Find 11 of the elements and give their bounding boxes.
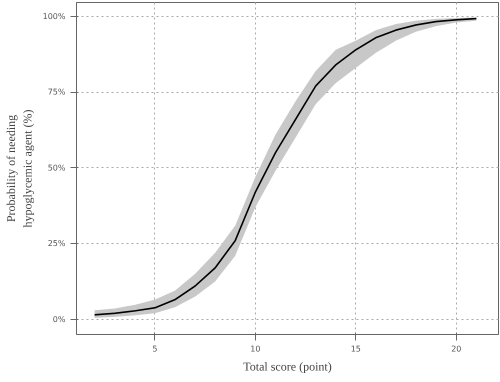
y-tick-label: 75% xyxy=(48,88,66,97)
x-tick-label: 10 xyxy=(250,344,260,354)
x-tick-label: 20 xyxy=(451,344,462,354)
y-tick-label: 100% xyxy=(42,12,66,21)
x-tick-label: 5 xyxy=(152,344,158,354)
x-tick-label: 15 xyxy=(350,344,361,354)
y-axis-title: Probability of needing hypoglycemic agent (%) xyxy=(4,110,35,228)
x-axis-title: Total score (point) xyxy=(243,360,332,374)
y-tick-label: 0% xyxy=(52,314,66,324)
y-tick-label: 50% xyxy=(48,163,66,172)
y-tick-label: 25% xyxy=(48,239,66,248)
